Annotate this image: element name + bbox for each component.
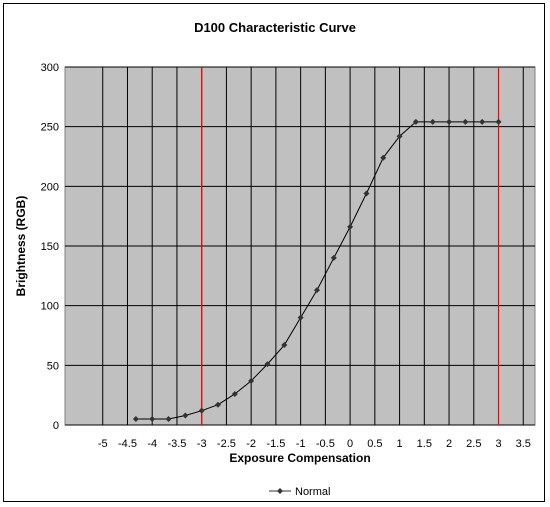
data-point [297, 314, 304, 321]
x-tick-label: 3.5 [516, 438, 531, 450]
y-tick-label: 250 [41, 122, 59, 134]
legend: Normal [269, 486, 330, 498]
data-point [479, 118, 486, 125]
x-tick-label: -4 [147, 438, 157, 450]
data-point [165, 416, 172, 423]
grid-layer [65, 66, 535, 426]
data-point [380, 154, 387, 161]
x-tick-label: 0.5 [367, 438, 382, 450]
reference-lines [201, 67, 500, 425]
x-tick-label: -4.5 [118, 438, 137, 450]
x-tick-label: -2.5 [217, 438, 236, 450]
data-point [446, 118, 453, 125]
y-tick-label: 0 [53, 420, 59, 432]
x-tick-label: 1 [397, 438, 403, 450]
y-tick-labels: 0 50 100 150 200 250 300 [41, 62, 59, 432]
y-tick-label: 100 [41, 301, 59, 313]
data-point [215, 401, 222, 408]
chart: D100 Characteristic Curve -5 -4.5 -4 -3.5 -3… [14, 20, 536, 498]
data-point [198, 407, 205, 414]
data-point [347, 223, 354, 230]
x-tick-label: -2 [246, 438, 256, 450]
y-axis-title: Brightness (RGB) [14, 196, 28, 297]
legend-marker [277, 488, 283, 494]
data-point [363, 190, 370, 197]
data-point [264, 361, 271, 368]
data-point [248, 377, 255, 384]
data-point [182, 412, 189, 419]
x-tick-label: -3 [197, 438, 207, 450]
x-tick-label: -1 [296, 438, 306, 450]
series-layer [132, 118, 502, 423]
data-point [281, 342, 288, 349]
x-tick-label: 3 [495, 438, 501, 450]
x-tick-label: -1.5 [266, 438, 285, 450]
y-tick-label: 300 [41, 62, 59, 74]
x-tick-label: 0 [347, 438, 353, 450]
y-tick-label: 150 [41, 241, 59, 253]
data-point [149, 416, 156, 423]
x-tick-label: -5 [98, 438, 108, 450]
data-point [412, 118, 419, 125]
x-tick-label: 2.5 [466, 438, 481, 450]
data-point [429, 118, 436, 125]
chart-frame: D100 Characteristic Curve -5 -4.5 -4 -3.5 -3… [3, 3, 545, 502]
data-point [231, 390, 238, 397]
x-tick-label: 2 [446, 438, 452, 450]
y-tick-label: 50 [47, 360, 59, 372]
x-axis-title: Exposure Compensation [229, 451, 370, 465]
x-tick-label: -0.5 [316, 438, 335, 450]
data-point [495, 118, 502, 125]
y-tick-label: 200 [41, 181, 59, 193]
data-point [462, 118, 469, 125]
data-point [396, 133, 403, 140]
x-tick-label: 1.5 [417, 438, 432, 450]
x-tick-label: -3.5 [167, 438, 186, 450]
chart-title: D100 Characteristic Curve [194, 20, 356, 35]
data-point [313, 287, 320, 294]
legend-label: Normal [295, 486, 330, 498]
x-tick-labels: -5 -4.5 -4 -3.5 -3 -2.5 -2 -1.5 -1 -0.5 0 0.5 1 1.5 2 2… [98, 438, 531, 450]
data-point [132, 416, 139, 423]
